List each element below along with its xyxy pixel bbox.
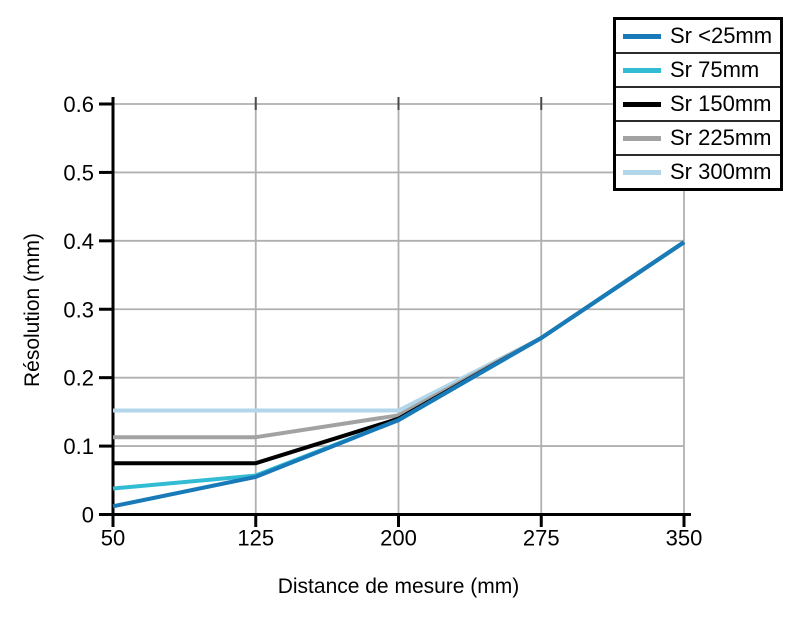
legend-label: Sr 150mm xyxy=(670,91,772,116)
x-tick-label: 275 xyxy=(523,526,560,551)
legend-label: Sr 225mm xyxy=(670,125,772,150)
legend-swatch-line xyxy=(623,169,661,175)
y-tick-label: 0 xyxy=(82,503,94,528)
y-tick-label: 0.4 xyxy=(63,229,94,254)
y-tick-label: 0.1 xyxy=(63,434,94,459)
y-tick-label: 0.6 xyxy=(63,92,94,117)
x-tick-label: 350 xyxy=(666,526,703,551)
legend: Sr <25mm Sr 75mm Sr 150mm Sr 225mm Sr 30… xyxy=(613,17,783,191)
legend-label: Sr <25mm xyxy=(670,23,773,48)
legend-entry: Sr 150mm xyxy=(616,86,780,120)
legend-label: Sr 300mm xyxy=(670,159,772,184)
x-axis-title: Distance de mesure (mm) xyxy=(277,575,520,598)
x-tick-label: 50 xyxy=(101,526,125,551)
legend-swatch-line xyxy=(623,33,661,39)
x-tick-label: 125 xyxy=(237,526,274,551)
legend-entry: Sr <25mm xyxy=(616,20,780,52)
legend-entry: Sr 225mm xyxy=(616,120,780,154)
legend-swatch-line xyxy=(623,67,661,73)
y-axis-title: Résolution (mm) xyxy=(21,232,44,388)
legend-label: Sr 75mm xyxy=(670,57,760,82)
series-line-sr-25mm xyxy=(112,240,686,509)
x-tick-label: 200 xyxy=(380,526,417,551)
y-tick-label: 0.5 xyxy=(63,160,94,185)
y-tick-label: 0.2 xyxy=(63,366,94,391)
legend-entry: Sr 75mm xyxy=(616,52,780,86)
legend-swatch-line xyxy=(623,135,661,141)
legend-entry: Sr 300mm xyxy=(616,154,780,188)
legend-swatch-line xyxy=(623,101,661,107)
y-tick-label: 0.3 xyxy=(63,297,94,322)
